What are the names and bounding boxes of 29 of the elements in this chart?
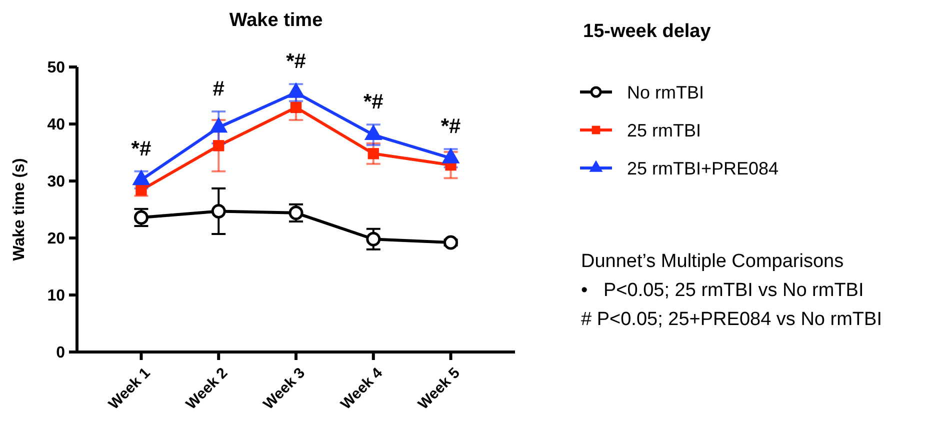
annotation: *# [363, 90, 384, 114]
point [368, 148, 379, 160]
legend-label: 25 rmTBI+PRE084 [627, 158, 779, 178]
y-tick-label: 40 [47, 116, 66, 134]
point [211, 204, 226, 218]
point [366, 232, 381, 246]
legend-title: 15-week delay [583, 21, 712, 42]
y-tick-label: 0 [56, 344, 66, 362]
point [286, 82, 306, 98]
y-tick-label: 20 [47, 230, 66, 248]
point [442, 148, 460, 164]
y-tick-label: 50 [47, 60, 66, 77]
annotation: *# [440, 115, 462, 138]
text: # P<0.05; 25+PRE084 vs No rmTBI [581, 309, 882, 330]
point [364, 124, 382, 140]
legend-label: No rmTBI [627, 82, 704, 102]
text: • P<0.05; 25 rmTBI vs No rmTBI [581, 280, 864, 301]
annotation: *# [131, 137, 152, 160]
y-tick-label: 10 [47, 288, 66, 305]
annotation: # [212, 77, 225, 100]
chart-title: Wake time [229, 10, 323, 31]
y-tick-label: 30 [47, 174, 66, 191]
legend-label: 25 rmTBI [627, 120, 702, 140]
point [136, 184, 147, 196]
point [444, 235, 458, 250]
point [210, 117, 228, 133]
annotation: *# [286, 50, 306, 74]
y-axis-title: Wake time (s) [11, 158, 28, 261]
text: Dunnet’s Multiple Comparisons [581, 251, 844, 272]
